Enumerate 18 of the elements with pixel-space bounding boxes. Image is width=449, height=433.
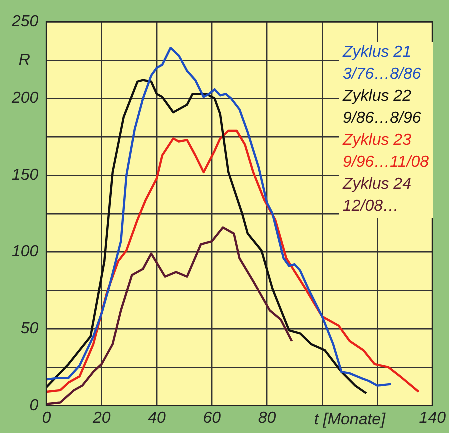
x-tick-label: 20 bbox=[92, 410, 111, 427]
text: Zyklus 21 3/76…8/86 bbox=[343, 43, 422, 85]
y-tick-label: 250 bbox=[10, 13, 39, 30]
text: Zyklus 24 12/08… bbox=[343, 175, 412, 217]
x-tick-label: 0 bbox=[42, 410, 52, 427]
y-tick-label: 200 bbox=[10, 90, 39, 108]
y-tick-label: 150 bbox=[12, 166, 39, 184]
text: Zyklus 22 9/86…8/96 bbox=[343, 87, 422, 129]
x-tick-label: 80 bbox=[258, 410, 276, 427]
y-tick-label: 50 bbox=[20, 320, 39, 338]
y-tick-label: 0 bbox=[30, 397, 39, 414]
x-axis-title: t [Monate] bbox=[314, 411, 386, 428]
x-tick-label: 140 bbox=[419, 410, 446, 427]
x-tick-label: 60 bbox=[203, 410, 222, 427]
text: Zyklus 23 9/96…11/08 bbox=[343, 131, 429, 173]
y-axis-title: R bbox=[18, 52, 31, 69]
y-tick-label: 100 bbox=[12, 244, 39, 261]
x-tick-label: 40 bbox=[148, 410, 166, 427]
